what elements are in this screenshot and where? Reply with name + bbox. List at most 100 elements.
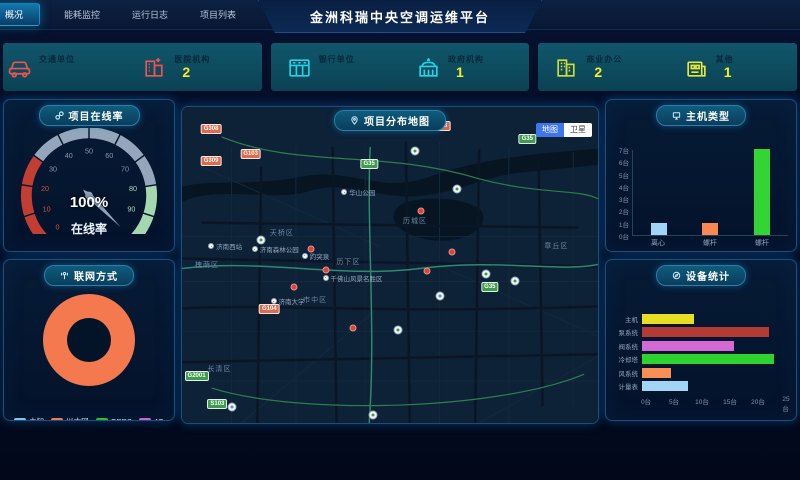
device-row-track [642,313,786,324]
legend-item[interactable]: GPRS [95,416,132,420]
road-badge: G2001 [184,370,209,381]
svg-text:10: 10 [43,205,51,214]
place-pin-icon [341,189,348,196]
other-icon [687,60,706,77]
project-marker[interactable] [368,410,378,420]
panel-title: 联网方式 [74,272,118,283]
device-row-label: 计量表 [618,384,639,392]
gauge-chart: 0 10 20 30 40 50 60 70 80 90 [20,128,157,234]
project-marker[interactable] [423,267,431,275]
legend-item[interactable]: 以太网 [51,416,89,420]
stat-item-hospital[interactable]: 医院机构 2 [126,43,261,91]
host-type-chart: 0台 1台 2台 3台 4台 5台 6台 7台 离心 螺杆 螺杆 [606,126,796,248]
project-marker[interactable] [452,184,462,194]
legend-label: 以太网 [66,416,89,420]
bar-主机 [642,313,694,324]
stat-value [319,65,355,80]
legend-item[interactable]: 未知 [14,416,44,420]
government-icon [419,57,438,77]
stat-card-transport-hospital: 交通单位 医院机构 2 [3,43,262,91]
gauge-value: 100% [69,194,109,211]
device-row-label: 阀系统 [618,343,639,351]
device-row-label: 风系统 [618,370,639,378]
nav-tab[interactable]: 能耗监控 [64,10,101,20]
project-marker[interactable] [349,324,357,332]
project-marker[interactable] [256,235,266,245]
map-place-marker[interactable]: 济南森林公园 [251,244,299,254]
svg-text:70: 70 [121,165,129,174]
x-axis-category: 离心 [651,240,665,247]
panel-connection-type: 联网方式 未知 以太网 GPRS 4G [3,259,175,421]
project-marker[interactable] [435,291,445,301]
panel-online-rate: 项目在线率 0 10 20 30 40 50 60 70 80 90 100% 在线率 [3,99,175,252]
project-marker[interactable] [417,207,425,215]
device-row-label: 冷却塔 [618,357,639,365]
legend-label: 4G [154,417,164,420]
host-chart-plot [632,149,788,236]
project-marker[interactable] [227,402,237,412]
legend-label: GPRS [111,417,132,420]
legend-swatch [138,418,151,420]
project-marker[interactable] [393,325,403,335]
map-district-label: 历下区 [336,258,361,266]
stat-item-government[interactable]: 政府机构 1 [400,43,529,91]
place-pin-icon [322,274,329,281]
map-canvas[interactable]: 天桥区 历城区 历下区 市中区 槐荫区 长清区 章丘区 济南西站 济南森林公园 华山公园 趵突泉 千佛… [182,107,598,423]
project-marker[interactable] [307,245,315,253]
svg-text:60: 60 [105,151,113,160]
map-place-marker[interactable]: 趵突泉 [301,251,329,261]
connection-donut-wrap: 未知 以太网 GPRS 4G [4,294,174,420]
project-marker[interactable] [448,248,456,256]
project-marker[interactable] [481,269,491,279]
stat-item-other[interactable]: 其他 1 [668,43,797,91]
nav-tab[interactable]: 运行日志 [132,10,169,20]
satellite-mode-button[interactable]: 卫星 [564,123,592,137]
panel-project-map: 项目分布地图 [181,106,599,424]
panel-online-rate-header: 项目在线率 [38,105,140,126]
x-axis-tick: 0台 [640,399,652,406]
connection-legend: 未知 以太网 GPRS 4G [4,416,174,420]
stat-item-office[interactable]: 商业办公 2 [538,43,667,91]
main-grid: 项目在线率 0 10 20 30 40 50 60 70 80 90 100% 在线率 联网方式 … [0,99,800,424]
map-pin-icon [351,116,358,125]
stat-item-bank[interactable]: 银行单位 [271,43,400,91]
x-axis-tick: 20台 [751,399,765,406]
legend-item[interactable]: 4G [138,416,164,420]
stat-item-transport[interactable]: 交通单位 [0,43,126,91]
project-marker[interactable] [290,283,298,291]
stat-value: 1 [456,64,464,80]
project-marker[interactable] [322,266,330,274]
nav-tab[interactable]: 项目列表 [200,10,237,20]
map-place-marker[interactable]: 华山公园 [341,187,375,197]
antenna-icon [60,272,69,280]
connection-donut-chart[interactable] [43,294,135,386]
bar-阀系统 [642,340,735,351]
map-place-marker[interactable]: 济南大学 [270,296,305,306]
map-place-marker[interactable]: 济南西站 [208,241,242,251]
place-label: 华山公园 [349,190,376,198]
gauge-label: 在线率 [70,222,108,236]
legend-swatch [14,418,27,420]
svg-text:30: 30 [49,165,57,174]
project-marker[interactable] [410,146,420,156]
page-title: 金洲科瑞中央空调运维平台 [309,9,490,25]
bar-泵系统 [642,327,769,338]
device-row-track [642,381,786,392]
map-place-marker[interactable]: 千佛山风景名胜区 [322,273,383,283]
stat-card-office-other: 商业办公 2 其他 1 [538,43,798,91]
nav-tab[interactable]: 概况 [0,3,41,26]
svg-text:80: 80 [129,184,137,193]
bar-计量表 [642,381,689,392]
right-column: 主机类型 0台 1台 2台 3台 4台 5台 6台 7台 离心 螺杆 螺杆 设备统计 主机 泵系统阀… [605,99,797,421]
road-badge: G309 [200,155,222,166]
stat-label: 政府机构 [448,55,485,64]
svg-text:90: 90 [127,205,135,214]
project-marker[interactable] [510,276,520,286]
y-axis-tick: 3台 [618,197,629,205]
y-axis-tick: 0台 [618,234,629,241]
map-mode-button[interactable]: 地图 [536,123,564,137]
panel-host-type: 主机类型 0台 1台 2台 3台 4台 5台 6台 7台 离心 螺杆 螺杆 [605,99,797,252]
svg-text:0: 0 [55,222,59,231]
x-axis-tick: 10台 [695,399,709,406]
panel-title: 主机类型 [686,112,730,123]
